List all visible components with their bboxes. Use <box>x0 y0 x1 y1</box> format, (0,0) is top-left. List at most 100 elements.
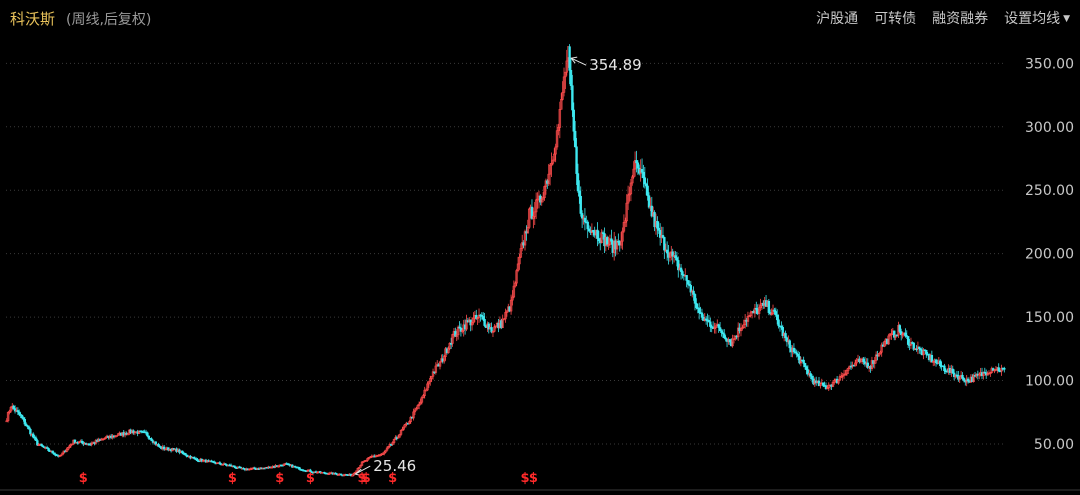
dividend-marker[interactable]: $ <box>388 471 397 486</box>
candle <box>455 329 458 342</box>
candle <box>557 123 560 136</box>
candle <box>774 307 778 317</box>
candle <box>247 468 251 471</box>
candle <box>438 360 442 370</box>
candle <box>785 336 789 347</box>
candle <box>730 338 733 347</box>
dividend-marker[interactable]: $ <box>529 471 538 486</box>
hk-connect-link[interactable]: 沪股通 <box>816 11 859 27</box>
candle <box>831 380 835 388</box>
candle <box>845 368 849 376</box>
candle <box>572 102 575 141</box>
candle <box>810 374 814 383</box>
candle <box>681 269 684 279</box>
candle <box>328 471 332 475</box>
candle <box>514 281 517 288</box>
candle <box>653 210 656 232</box>
candle <box>932 360 935 367</box>
candle <box>934 358 938 367</box>
ma-settings-menu[interactable]: 设置均线 ▼ <box>1004 8 1070 28</box>
candle <box>327 472 330 476</box>
candle <box>196 457 199 462</box>
candle <box>31 432 35 439</box>
candle <box>521 234 524 252</box>
candle <box>167 447 170 452</box>
candle <box>795 349 798 358</box>
candle <box>611 239 614 258</box>
candle <box>448 342 451 351</box>
candle <box>522 240 525 249</box>
margin-trading-link[interactable]: 融资融券 <box>932 11 989 27</box>
candle <box>596 222 599 247</box>
candle <box>158 445 162 448</box>
candle <box>554 143 557 163</box>
candle <box>370 454 373 458</box>
candle <box>463 319 467 335</box>
convertible-bond-link[interactable]: 可转债 <box>874 11 917 27</box>
candle <box>147 435 151 440</box>
candle <box>576 163 580 193</box>
candle <box>363 460 366 462</box>
candle <box>80 438 84 445</box>
candle <box>362 461 365 463</box>
candle <box>925 349 928 358</box>
candle <box>847 367 850 374</box>
candle <box>392 438 396 445</box>
candle <box>607 236 610 250</box>
candle <box>631 174 634 186</box>
candle <box>667 244 670 265</box>
candle <box>677 256 680 278</box>
candle <box>253 466 256 470</box>
candle <box>773 307 776 315</box>
candle <box>555 124 559 150</box>
candle <box>692 286 695 301</box>
candle <box>732 335 736 344</box>
candle <box>725 338 729 348</box>
candle <box>784 330 787 341</box>
dividend-marker[interactable]: $ <box>275 471 284 486</box>
candle <box>548 163 552 186</box>
candle <box>752 309 755 314</box>
dividend-marker[interactable]: $ <box>228 471 237 486</box>
candle <box>565 49 569 76</box>
candle <box>449 337 453 349</box>
candle <box>580 210 584 229</box>
candle <box>759 298 762 312</box>
dividend-marker[interactable]: $ <box>306 471 315 486</box>
candle <box>872 360 875 368</box>
candle <box>26 425 29 429</box>
candle <box>192 456 195 459</box>
candle <box>887 333 890 345</box>
candle <box>709 317 712 332</box>
y-tick-label: 300.00 <box>1025 120 1074 136</box>
candle <box>873 357 876 369</box>
candle <box>96 438 99 443</box>
y-tick-label: 350.00 <box>1025 56 1074 72</box>
candle <box>618 240 621 252</box>
candle <box>575 137 578 186</box>
candle <box>972 373 975 383</box>
candle <box>398 433 401 438</box>
candle <box>870 356 874 371</box>
candle <box>351 474 354 477</box>
dividend-marker[interactable]: $ <box>520 471 529 486</box>
candle <box>458 321 461 329</box>
candle <box>746 311 750 327</box>
dividend-marker[interactable]: $ <box>357 471 366 486</box>
candle <box>915 345 918 352</box>
candle <box>792 343 796 355</box>
candle <box>94 438 98 445</box>
dividend-marker[interactable]: $ <box>79 471 88 486</box>
candle <box>360 461 364 467</box>
candle <box>657 221 660 234</box>
candle <box>835 375 839 384</box>
dividend-marker[interactable]: $ <box>362 471 371 486</box>
candle <box>876 350 879 361</box>
ma-settings-label: 设置均线 <box>1004 11 1061 27</box>
candle <box>775 309 779 325</box>
candle <box>686 280 690 289</box>
candle <box>745 317 748 327</box>
candle <box>420 395 424 405</box>
candle <box>675 251 679 267</box>
